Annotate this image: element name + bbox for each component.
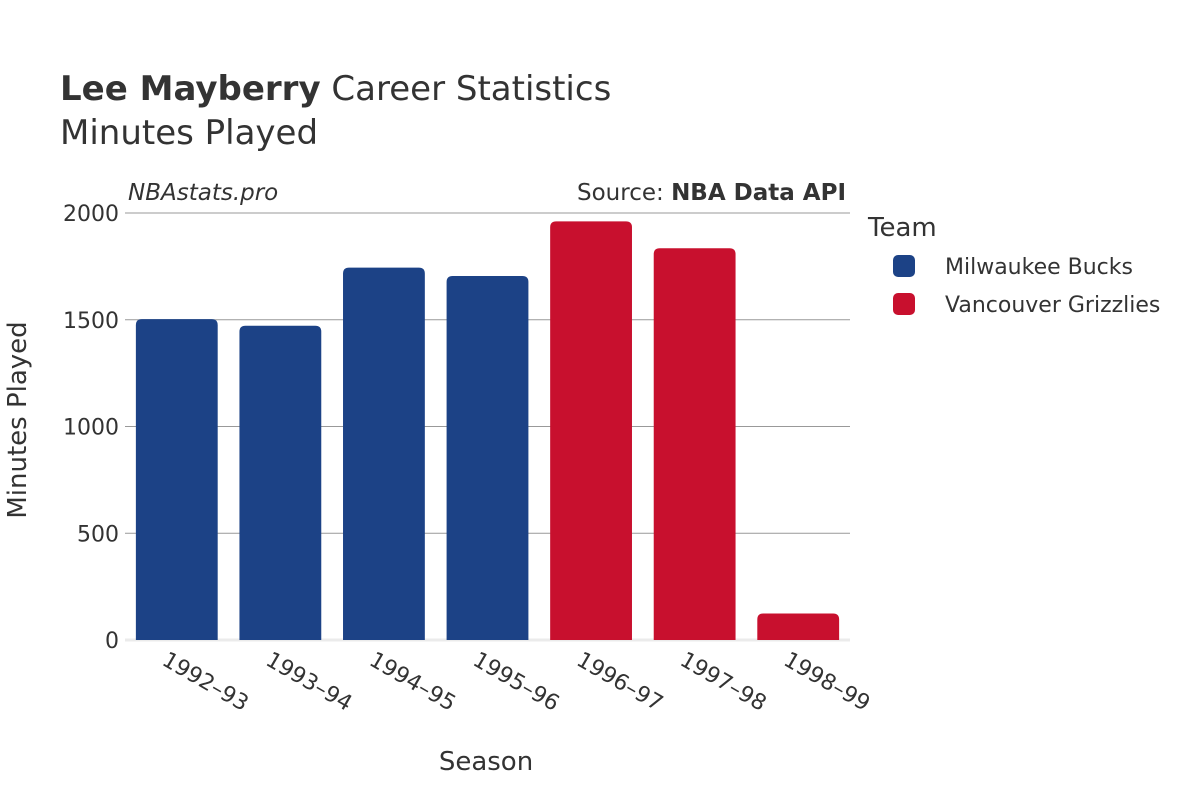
legend-label: Milwaukee Bucks	[945, 255, 1133, 280]
chart-subtitle: Minutes Played	[60, 113, 318, 153]
legend-swatch	[893, 255, 915, 277]
y-axis-ticks: 0 500 1000 1500 2000	[63, 202, 119, 654]
bars	[135, 221, 840, 641]
bar-1998–99	[757, 613, 840, 640]
x-tick-label: 1993–94	[261, 648, 356, 717]
bar-1992–93	[135, 319, 218, 640]
y-tick-label: 1500	[63, 309, 119, 334]
source-name: NBA Data API	[671, 180, 846, 206]
legend-swatch	[893, 293, 915, 315]
x-tick-label: 1998–99	[779, 648, 874, 717]
watermark: NBAstats.pro	[128, 180, 278, 206]
source-credit: Source: NBA Data API	[577, 180, 846, 206]
chart-title: Lee Mayberry Career Statistics	[60, 69, 611, 109]
x-axis-ticks: 1992–93 1993–94 1994–95 1995–96 1996–97 1997–…	[158, 648, 874, 717]
x-tick-label: 1995–96	[469, 648, 564, 717]
legend-title: Team	[867, 213, 937, 243]
x-axis-title: Season	[439, 747, 533, 777]
source-prefix: Source:	[577, 180, 671, 206]
bar-1994–95	[343, 267, 425, 640]
x-tick-label: 1992–93	[158, 648, 253, 717]
y-tick-label: 2000	[63, 202, 119, 227]
y-tick-label: 0	[105, 629, 119, 654]
x-tick-label: 1996–97	[572, 648, 667, 717]
legend-label: Vancouver Grizzlies	[945, 293, 1160, 318]
legend-items: Milwaukee Bucks Vancouver Grizzlies	[893, 255, 1160, 318]
y-tick-label: 500	[77, 522, 119, 547]
chart-title-rest: Career Statistics	[321, 69, 612, 109]
chart-title-bold: Lee Mayberry	[60, 69, 321, 109]
x-tick-label: 1997–98	[676, 648, 771, 717]
bar-1997–98	[653, 248, 736, 641]
y-tick-label: 1000	[63, 416, 119, 441]
x-tick-label: 1994–95	[365, 648, 460, 717]
legend: Team Milwaukee Bucks Vancouver Grizzlies	[867, 213, 1160, 318]
bar-1996–97	[550, 221, 632, 640]
bar-1993–94	[239, 325, 322, 640]
y-axis-title: Minutes Played	[3, 321, 33, 518]
bar-1995–96	[446, 275, 529, 640]
